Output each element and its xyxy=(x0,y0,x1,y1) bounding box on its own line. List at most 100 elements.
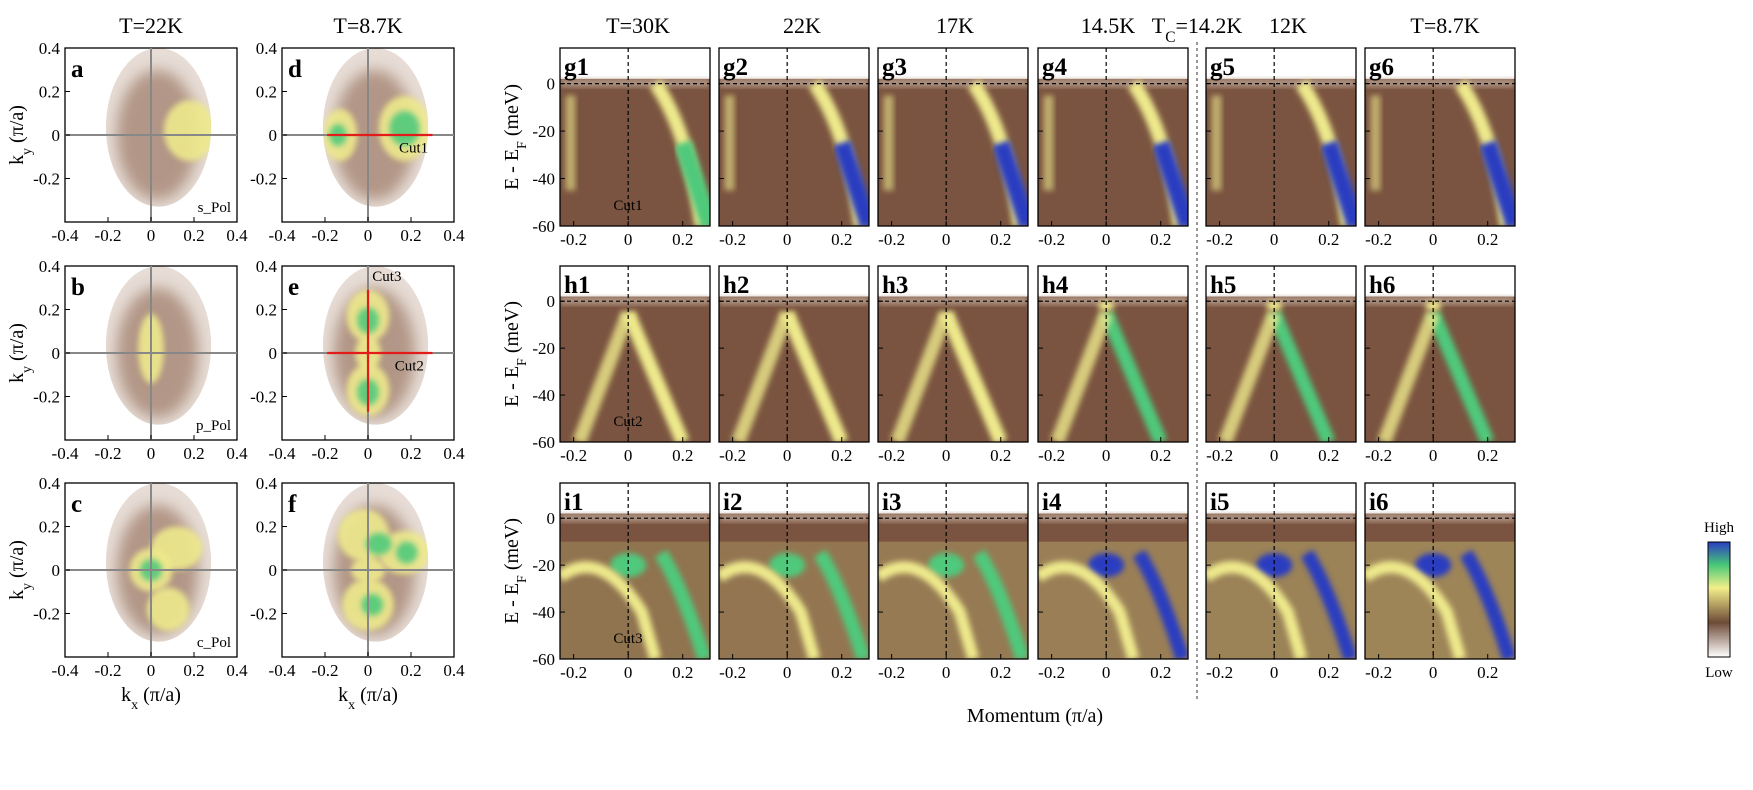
map-blob xyxy=(389,111,420,146)
band-panel-i1: -0.2 0 0.2 0 -20 -40 -60 E - EF (meV) Cut3 i1 xyxy=(501,482,711,682)
panel-label-h2: h2 xyxy=(723,272,749,299)
y-tick-label: 0.4 xyxy=(256,39,278,58)
band-intensity xyxy=(719,296,869,442)
band-frame xyxy=(1037,265,1189,443)
panel-label-i3: i3 xyxy=(882,489,901,516)
x-tick-label: 0 xyxy=(1270,230,1279,249)
x-tick-label: 0.2 xyxy=(400,661,421,680)
y-tick-label: 0 xyxy=(269,344,278,363)
band-top xyxy=(1415,553,1452,578)
y-axis-label: E - EF (meV) xyxy=(501,301,530,407)
band-edge xyxy=(1038,78,1188,87)
band-panel-h6: -0.2 0 0.2 h6 xyxy=(1364,265,1516,465)
band-dispersion xyxy=(731,310,794,442)
map-blob xyxy=(395,541,418,564)
y-tick-label: 0.2 xyxy=(256,83,277,102)
band-edge xyxy=(878,78,1028,87)
panel-label-g3: g3 xyxy=(882,54,907,81)
x-tick-label: -0.2 xyxy=(878,663,905,682)
column-title: 14.5K xyxy=(1081,13,1136,38)
polarization-label: s_Pol xyxy=(198,200,231,216)
x-tick-label: -0.2 xyxy=(560,446,587,465)
column-title: 17K xyxy=(936,13,974,38)
x-tick-label: 0 xyxy=(624,663,633,682)
x-tick-label: 0 xyxy=(147,444,156,463)
band-intensity xyxy=(560,513,710,659)
band-edge xyxy=(1038,296,1188,305)
band-dispersion xyxy=(1320,140,1356,226)
x-tick-label: 0 xyxy=(1429,446,1438,465)
band-dispersion xyxy=(780,310,849,442)
y-tick-label: 0.2 xyxy=(39,301,60,320)
x-tick-label: -0.4 xyxy=(269,226,296,245)
band-dispersion xyxy=(1479,140,1515,226)
x-tick-label: -0.2 xyxy=(878,446,905,465)
y-tick-label: 0.2 xyxy=(39,83,60,102)
band-dispersion xyxy=(1152,140,1188,226)
y-tick-label: -40 xyxy=(532,170,555,189)
band-dispersion xyxy=(560,561,662,659)
y-axis-label: E - EF (meV) xyxy=(501,84,530,190)
y-tick-label: -60 xyxy=(532,217,555,236)
y-axis-label: E - EF (meV) xyxy=(501,518,530,624)
band-intensity xyxy=(719,78,869,226)
y-axis-label: ky (π/a) xyxy=(6,540,35,600)
band-intensity xyxy=(1038,296,1188,442)
band-panel-g5: -0.2 0 0.2 g5 xyxy=(1205,47,1357,249)
panel-label-c: c xyxy=(71,491,82,518)
x-tick-label: 0.2 xyxy=(1477,663,1498,682)
y-tick-label: -40 xyxy=(532,603,555,622)
x-tick-label: -0.2 xyxy=(1038,446,1065,465)
y-tick-label: -0.2 xyxy=(33,170,60,189)
panel-label-i5: i5 xyxy=(1210,489,1229,516)
band-dispersion xyxy=(890,310,953,442)
x-tick-label: 0 xyxy=(364,661,373,680)
panel-label-h3: h3 xyxy=(882,272,908,299)
x-tick-label: 0 xyxy=(624,230,633,249)
x-tick-label: 0.2 xyxy=(1150,446,1171,465)
y-tick-label: -40 xyxy=(532,386,555,405)
band-intensity xyxy=(560,78,710,226)
band-frame xyxy=(718,47,870,227)
band-panel-i3: -0.2 0 0.2 i3 xyxy=(877,482,1029,682)
band-dispersion xyxy=(1099,310,1168,442)
x-tick-label: 0.2 xyxy=(400,226,421,245)
band-panel-g6: -0.2 0 0.2 g6 xyxy=(1364,47,1516,249)
polarization-label: p_Pol xyxy=(196,418,231,434)
x-tick-label: 0.2 xyxy=(831,446,852,465)
x-tick-label: 0.4 xyxy=(226,444,248,463)
x-tick-label: 0.2 xyxy=(990,446,1011,465)
column-title: T=8.7K xyxy=(333,13,402,38)
fermi-map-panel-b: -0.4 -0.2 0 0.2 0.4 0.4 0.2 0 -0.2 b p_Pol ky (π/a) xyxy=(6,257,248,463)
band-dispersion xyxy=(621,310,690,442)
band-frame xyxy=(877,265,1029,443)
x-tick-label: 0.2 xyxy=(1477,230,1498,249)
x-tick-label: -0.2 xyxy=(312,661,339,680)
x-tick-label: -0.2 xyxy=(1365,663,1392,682)
x-tick-label: 0 xyxy=(1429,230,1438,249)
x-tick-label: 0.4 xyxy=(226,661,248,680)
y-axis-label: ky (π/a) xyxy=(6,105,35,165)
band-frame xyxy=(1205,482,1357,660)
y-tick-label: 0.2 xyxy=(39,518,60,537)
x-tick-label: -0.4 xyxy=(52,226,79,245)
band-dispersion xyxy=(1043,95,1054,191)
band-intensity xyxy=(1365,78,1515,226)
band-intensity xyxy=(878,78,1028,226)
y-tick-label: -20 xyxy=(532,556,555,575)
column-title: T=30K xyxy=(606,13,670,38)
x-tick-label: 0.4 xyxy=(443,226,465,245)
band-frame xyxy=(559,482,711,660)
x-tick-label: -0.2 xyxy=(719,230,746,249)
x-axis-label: kx (π/a) xyxy=(338,684,398,713)
x-tick-label: 0 xyxy=(942,230,951,249)
x-tick-label: 0.2 xyxy=(1318,663,1339,682)
y-tick-label: -0.2 xyxy=(33,605,60,624)
band-top xyxy=(769,553,806,578)
y-tick-label: -60 xyxy=(532,433,555,452)
band-dispersion xyxy=(939,310,1008,442)
band-intensity xyxy=(1206,296,1356,442)
band-edge xyxy=(878,296,1028,305)
colorbar xyxy=(1707,541,1731,658)
band-edge xyxy=(719,78,869,87)
